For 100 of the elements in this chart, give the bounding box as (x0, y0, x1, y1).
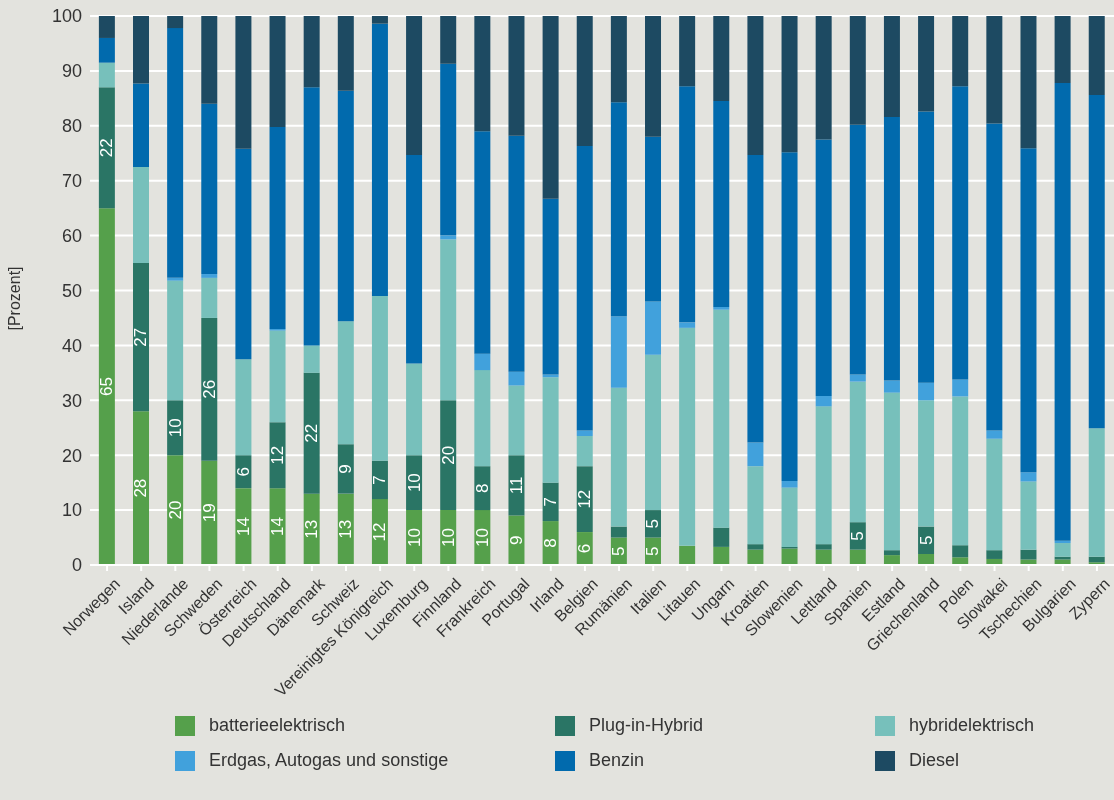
data-label: 19 (199, 503, 219, 523)
bar (747, 442, 764, 467)
bar (167, 280, 184, 401)
bar (610, 316, 627, 388)
bar (371, 16, 388, 24)
bar (883, 392, 900, 551)
bar (952, 396, 969, 546)
bar (610, 526, 627, 538)
bar (406, 16, 423, 155)
data-label: 7 (370, 475, 390, 485)
bar (883, 555, 900, 565)
y-tick-label: 90 (61, 61, 82, 82)
bar (747, 466, 764, 545)
bar (133, 166, 150, 264)
bar (98, 208, 115, 565)
bar (235, 148, 252, 360)
data-label: 10 (404, 528, 424, 548)
bar (952, 86, 969, 380)
y-tick-label: 50 (61, 280, 82, 301)
bar (201, 274, 218, 278)
bar (849, 549, 866, 565)
bar (781, 16, 798, 153)
bar (508, 371, 525, 386)
bar (474, 131, 491, 354)
bar (303, 345, 320, 373)
bar (269, 330, 286, 423)
data-label: 8 (472, 483, 492, 493)
data-label: 9 (506, 535, 526, 546)
bar (440, 239, 457, 401)
bar (98, 37, 115, 63)
bar (679, 86, 696, 323)
bar (98, 62, 115, 88)
bar (645, 16, 662, 137)
bar (918, 554, 935, 565)
data-label: 10 (438, 528, 458, 548)
bar (1054, 82, 1071, 541)
data-label: 12 (370, 522, 390, 542)
bar (337, 16, 354, 91)
bar (849, 124, 866, 375)
data-label: 13 (302, 519, 322, 539)
bar (98, 16, 115, 38)
y-tick-label: 20 (61, 445, 82, 466)
bar (883, 16, 900, 118)
bar (610, 387, 627, 527)
bar (1054, 16, 1071, 83)
legend-label: Erdgas, Autogas und sonstige (209, 750, 449, 771)
bar (167, 455, 184, 565)
bar (883, 550, 900, 556)
bar (1088, 16, 1105, 96)
bar (576, 146, 593, 431)
bar (815, 395, 832, 407)
bar (952, 545, 969, 558)
bar (406, 154, 423, 364)
y-tick-label: 40 (61, 335, 82, 356)
y-axis-title: [Prozent] (5, 266, 23, 331)
bar (986, 123, 1003, 431)
legend-label: batterieelektrisch (209, 715, 346, 736)
data-label: 9 (336, 464, 356, 474)
bar (303, 87, 320, 346)
bar (167, 16, 184, 29)
data-label: 20 (165, 500, 185, 520)
bar (542, 374, 559, 378)
bar (576, 430, 593, 436)
bar (713, 309, 730, 528)
data-label: 14 (268, 517, 288, 537)
bar (1054, 540, 1071, 544)
bar (747, 549, 764, 565)
bar (371, 23, 388, 296)
bar (201, 317, 218, 461)
bar (542, 482, 559, 522)
bar (1088, 428, 1105, 557)
legend-label: Plug-in-Hybrid (589, 715, 704, 736)
bar (235, 359, 252, 456)
bar (713, 546, 730, 565)
bar (918, 382, 935, 401)
legend-label: hybridelektrisch (909, 715, 1035, 736)
bar (713, 101, 730, 307)
bar (269, 126, 286, 329)
bar (986, 430, 1003, 439)
bar (883, 117, 900, 381)
bar (269, 422, 286, 489)
bar (508, 16, 525, 136)
bar (337, 444, 354, 494)
bar (952, 16, 969, 87)
bar (918, 111, 935, 383)
data-label: 5 (916, 535, 936, 546)
bar (1088, 556, 1105, 563)
y-tick-label: 0 (71, 555, 82, 576)
data-label: 27 (131, 327, 151, 347)
y-tick-label: 60 (61, 225, 82, 246)
data-label: 7 (541, 497, 561, 507)
bar (645, 354, 662, 511)
bar (440, 16, 457, 64)
bar (1054, 556, 1071, 560)
bar (679, 322, 696, 328)
data-label: 26 (199, 379, 219, 399)
bar (440, 400, 457, 511)
bar (645, 301, 662, 355)
data-label: 5 (643, 546, 663, 557)
legend-label: Benzin (589, 750, 645, 771)
